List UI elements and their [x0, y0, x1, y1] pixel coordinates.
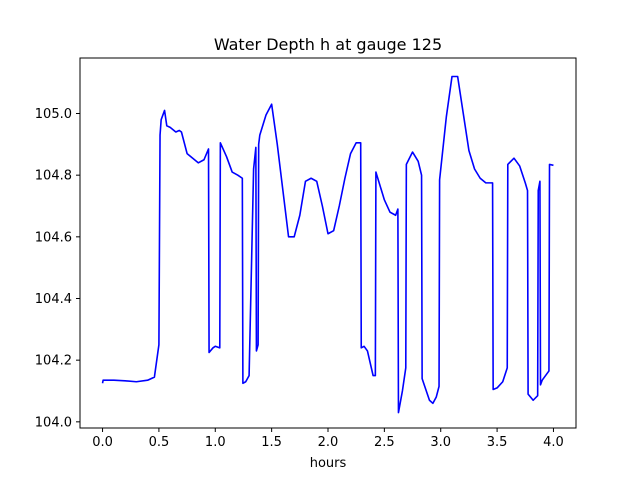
- x-tick-label: 2.5: [374, 435, 395, 450]
- x-axis: 0.0 0.5 1.0 1.5 2.0 2.5 3.0 3.5 4.0: [92, 428, 564, 450]
- y-tick-label: 104.4: [35, 292, 72, 307]
- x-axis-label: hours: [310, 456, 347, 471]
- y-axis: 104.0 104.2 104.4 104.6 104.8 105.0: [35, 107, 80, 430]
- x-tick-label: 0.0: [92, 435, 113, 450]
- y-tick-label: 104.0: [35, 415, 72, 430]
- x-tick-label: 1.5: [261, 435, 282, 450]
- x-tick-label: 2.0: [318, 435, 339, 450]
- series-layer: [101, 75, 554, 414]
- series-line-0: [101, 75, 554, 414]
- y-tick-label: 104.8: [35, 169, 72, 184]
- x-tick-label: 3.0: [430, 435, 451, 450]
- x-tick-label: 3.5: [487, 435, 508, 450]
- y-tick-label: 104.6: [35, 230, 72, 245]
- chart-title: Water Depth h at gauge 125: [214, 35, 442, 54]
- x-tick-label: 0.5: [149, 435, 170, 450]
- x-tick-label: 1.0: [205, 435, 226, 450]
- x-tick-label: 4.0: [543, 435, 564, 450]
- y-tick-label: 105.0: [35, 107, 72, 122]
- y-tick-label: 104.2: [35, 354, 72, 369]
